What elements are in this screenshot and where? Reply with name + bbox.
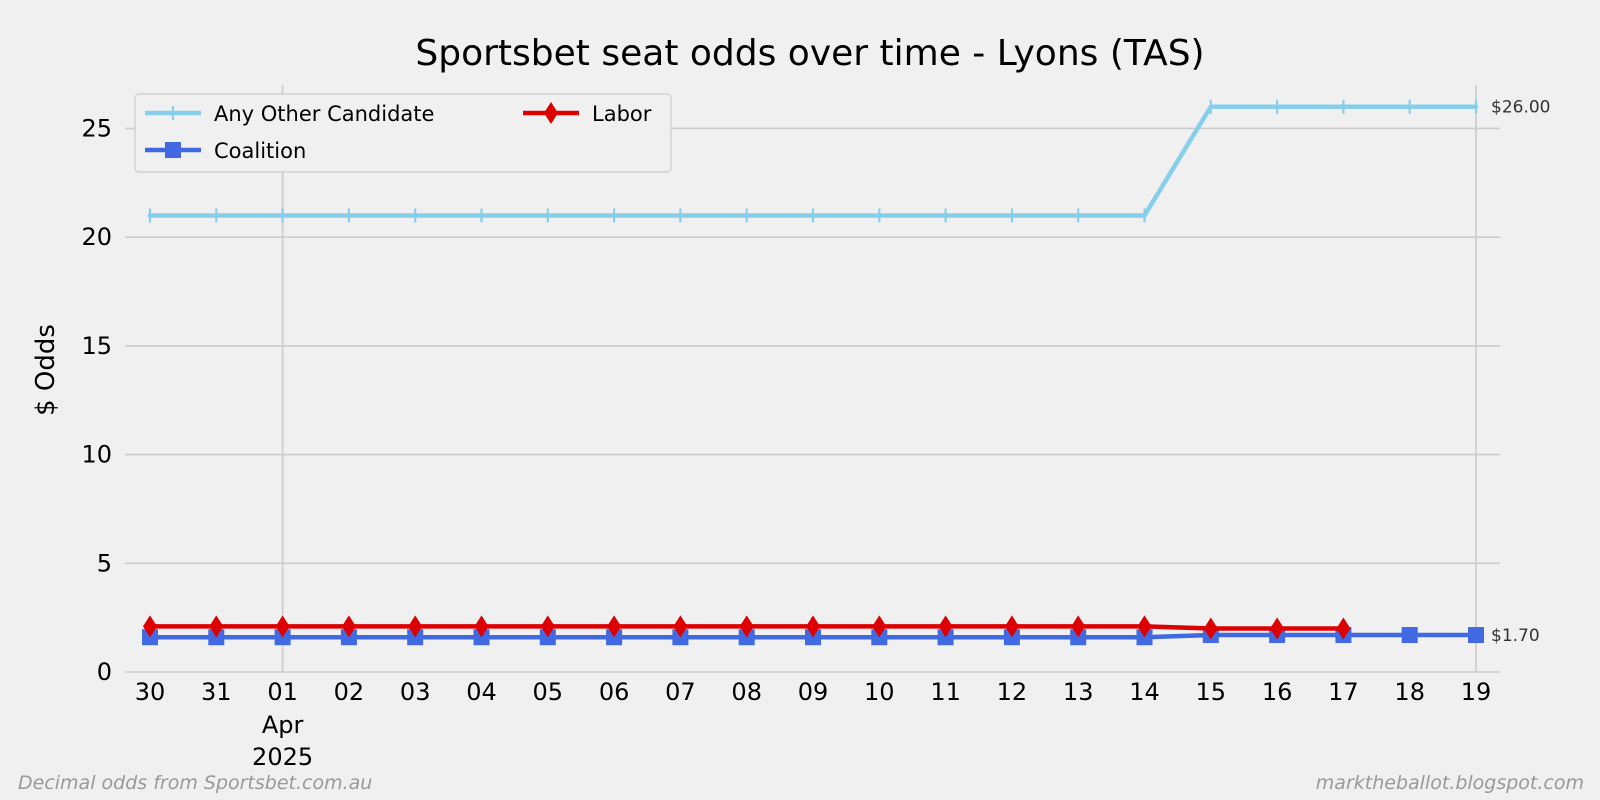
x-tick-label: 19 <box>1461 678 1492 706</box>
x-tick-year-label: 2025 <box>252 743 313 771</box>
x-tick-label: 08 <box>731 678 762 706</box>
data-point-labor <box>209 615 224 638</box>
series-labor <box>143 615 1351 640</box>
legend-item-labor: Labor <box>523 102 652 126</box>
data-point-labor <box>1203 617 1218 640</box>
end-value-label: $1.70 <box>1491 626 1540 646</box>
data-point-labor <box>938 615 953 638</box>
x-tick-label: 11 <box>930 678 961 706</box>
x-tick-label: 01 <box>267 678 298 706</box>
data-point-labor <box>1137 615 1152 638</box>
data-point-labor <box>1004 615 1019 638</box>
end-value-label: $26.00 <box>1491 98 1550 118</box>
end-labels: $26.00 $1.70 <box>1491 98 1550 646</box>
data-point-coalition <box>1401 627 1418 644</box>
x-tick-label: 18 <box>1394 678 1425 706</box>
x-tick-label: 07 <box>665 678 696 706</box>
legend-item-any-other-candidate: Any Other Candidate <box>145 102 434 126</box>
legend-label: Any Other Candidate <box>214 102 434 126</box>
x-tick-label: 17 <box>1328 678 1359 706</box>
x-tick-label: 13 <box>1063 678 1094 706</box>
y-axis-label: $ Odds <box>31 324 61 416</box>
data-point-labor <box>275 615 290 638</box>
data-point-labor <box>607 615 622 638</box>
data-point-labor <box>341 615 356 638</box>
grid <box>125 85 1500 673</box>
legend-label: Coalition <box>214 139 306 163</box>
x-tick-label: 10 <box>864 678 895 706</box>
legend-label: Labor <box>592 102 652 126</box>
series-group <box>142 99 1484 646</box>
y-tick-label: 5 <box>97 549 112 577</box>
data-point-labor <box>540 615 555 638</box>
x-tick-label: 12 <box>997 678 1028 706</box>
y-tick-label: 10 <box>81 441 112 469</box>
y-tick-label: 25 <box>81 114 112 142</box>
y-tick-label: 20 <box>81 223 112 251</box>
data-point-labor <box>872 615 887 638</box>
y-tick-label: 0 <box>97 658 112 686</box>
x-tick-label: 02 <box>334 678 365 706</box>
data-point-labor <box>806 615 820 638</box>
chart-title: Sportsbet seat odds over time - Lyons (T… <box>415 33 1204 74</box>
x-tick-label: 14 <box>1129 678 1160 706</box>
x-tick-label: 31 <box>201 678 232 706</box>
data-point-labor <box>1270 617 1285 640</box>
data-point-labor <box>1071 615 1086 638</box>
x-tick-label: 09 <box>798 678 829 706</box>
footer-credit: marktheballot.blogspot.com <box>1316 772 1584 794</box>
x-tick-label: 16 <box>1262 678 1293 706</box>
data-point-labor <box>408 615 423 638</box>
data-point-labor <box>474 615 489 638</box>
series-any-other-candidate <box>147 99 1479 223</box>
x-tick-label: 30 <box>135 678 166 706</box>
data-point-labor <box>1336 617 1351 640</box>
legend-marker <box>165 142 181 158</box>
legend: Any Other Candidate Coalition Labor <box>134 93 672 173</box>
data-point-labor <box>739 615 754 638</box>
data-point-labor <box>143 615 157 638</box>
x-tick-label: 03 <box>400 678 431 706</box>
x-tick-label: 06 <box>599 678 630 706</box>
legend-item-coalition: Coalition <box>145 139 306 163</box>
x-tick-label: 05 <box>533 678 564 706</box>
legend-marker <box>544 102 558 124</box>
x-tick-month-label: Apr <box>262 711 304 739</box>
y-tick-label: 15 <box>81 332 112 360</box>
footer-source: Decimal odds from Sportsbet.com.au <box>18 772 372 794</box>
x-tick-label: 04 <box>466 678 497 706</box>
x-tick-label: 15 <box>1196 678 1227 706</box>
data-point-labor <box>673 615 688 638</box>
data-point-coalition <box>1468 627 1484 644</box>
